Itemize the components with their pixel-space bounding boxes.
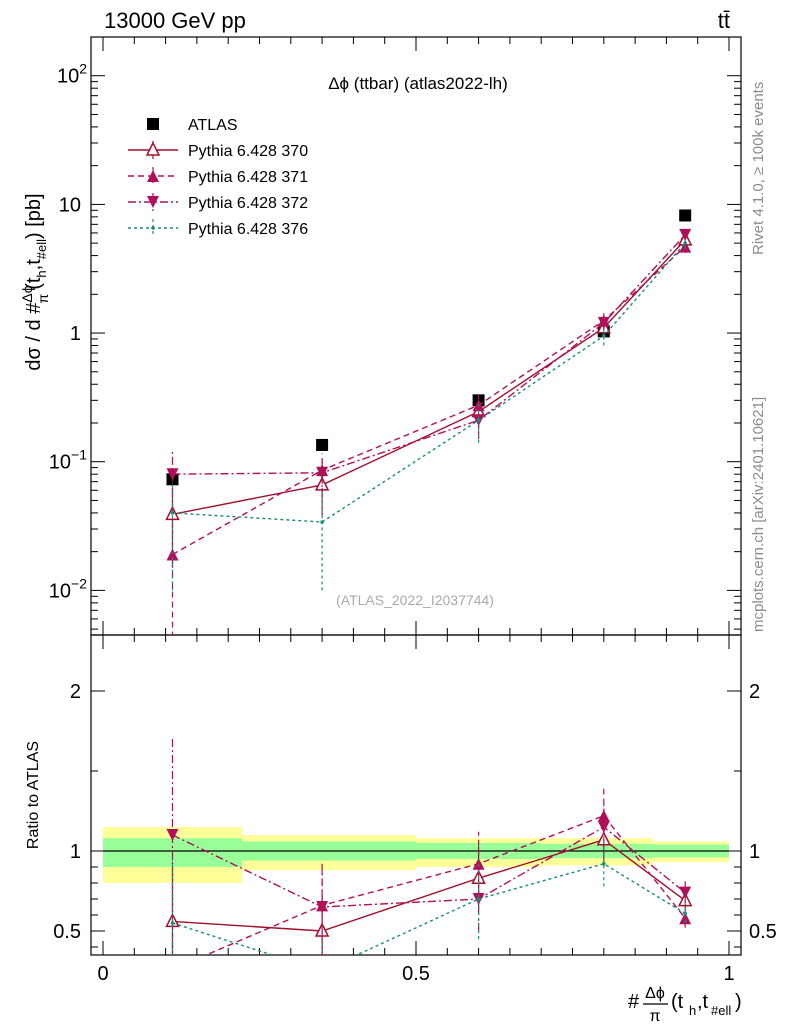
ratio-y-tick-label-right: 0.5 [749, 921, 777, 943]
ratio-y-tick-label-right: 1 [749, 841, 760, 863]
y-axis-label-ratio: Ratio to ATLAS [25, 741, 42, 849]
mcplots-label: mcplots.cern.ch [arXiv:2401.10621] [750, 397, 767, 632]
svg-text:h: h [689, 1003, 696, 1018]
y-tick-label: 102 [57, 61, 87, 88]
y-tick-label: 1 [70, 323, 81, 345]
ratio-data-point [597, 821, 610, 833]
rivet-label: Rivet 4.1.0, ≥ 100k events [750, 82, 767, 255]
energy-label: 13000 GeV pp [104, 8, 246, 33]
legend-item: ATLAS [147, 117, 238, 134]
series-line [172, 234, 686, 475]
data-point [170, 511, 175, 515]
data-point [316, 466, 329, 479]
legend-marker [151, 226, 155, 230]
ratio-data-point [166, 963, 178, 975]
ratio-data-point [320, 969, 324, 973]
ratio-y-tick-label: 1 [70, 841, 81, 863]
ratio-data-point [602, 862, 606, 866]
x-tick-label: 0.5 [402, 963, 430, 985]
y-axis-label-main: dσ / d #Δϕπ(th,t#ell) [pb] [19, 193, 51, 370]
main-data [165, 209, 693, 635]
ratio-data-point [166, 829, 179, 841]
legend: ATLAS Pythia 6.428 370 Pythia 6.428 371 Pyt… [128, 117, 308, 238]
series-pythia-6-428-376 [170, 237, 687, 591]
y-tick-label: 10 [59, 194, 81, 216]
legend-marker [147, 118, 159, 130]
ratio-panel-frame [90, 634, 742, 956]
legend-marker [147, 170, 159, 182]
legend-marker [145, 141, 161, 156]
legend-item: Pythia 6.428 376 [128, 219, 308, 238]
data-point [597, 316, 610, 329]
ratio-data [103, 739, 729, 975]
svg-text:(t: (t [671, 991, 684, 1013]
x-tick-label: 0 [97, 963, 108, 985]
legend-item: Pythia 6.428 372 [128, 193, 308, 212]
svg-text:,t: ,t [697, 991, 709, 1013]
ratio-panel: 0 0.5 1 0.5 0.5 1 1 2 2 [53, 681, 777, 985]
ratio-data-point [476, 897, 481, 901]
series-pythia-6-428-372 [166, 228, 692, 513]
ratio-y-tick-label-right: 2 [749, 681, 760, 703]
legend-item: Pythia 6.428 370 [128, 141, 308, 160]
ratio-y-tick-label: 0.5 [53, 921, 81, 943]
y-tick-label: 10−2 [49, 575, 87, 602]
data-point [320, 520, 324, 524]
ratio-data-point [472, 857, 485, 870]
ratio-data-point [683, 911, 687, 916]
svg-text:π: π [649, 1008, 660, 1024]
x-tick-label: 1 [723, 963, 734, 985]
svg-text:Δϕ: Δϕ [645, 985, 665, 1002]
data-point [166, 468, 179, 481]
legend-item: Pythia 6.428 371 [128, 167, 308, 186]
chart-title: Δϕ (ttbar) (atlas2022-lh) [328, 74, 508, 93]
data-point [602, 334, 606, 338]
ratio-data-point [170, 921, 175, 925]
svg-text:#: # [628, 991, 640, 1013]
ratio-data-point [679, 912, 692, 925]
legend-label: Pythia 6.428 370 [188, 143, 308, 160]
ratio-series-pythia-6-428-376 [170, 841, 687, 973]
svg-text:): ) [735, 991, 742, 1013]
ratio-data-point [679, 886, 692, 899]
ratio-data-point [316, 901, 329, 913]
data-point [476, 418, 481, 423]
legend-marker [147, 196, 159, 208]
series-line [172, 242, 686, 523]
data-point [166, 548, 179, 561]
legend-label: ATLAS [188, 117, 238, 134]
legend-label: Pythia 6.428 372 [188, 195, 308, 212]
main-panel: 10−2 10−1 1 10 102 ATLAS Pythia 6.428 370 Pythi… [49, 36, 741, 955]
series-line [172, 246, 686, 556]
data-point [679, 209, 692, 222]
x-axis-label: # Δϕ π (t h ,t #ell ) [628, 985, 742, 1024]
legend-label: Pythia 6.428 376 [188, 221, 308, 238]
watermark: (ATLAS_2022_I2037744) [336, 592, 494, 608]
process-label: tt̄ [718, 8, 730, 33]
data-point [316, 438, 329, 451]
svg-text:#ell: #ell [711, 1003, 731, 1018]
data-point [679, 228, 692, 241]
y-tick-label: 10−1 [49, 447, 87, 474]
ratio-y-tick-label: 2 [70, 681, 81, 703]
legend-label: Pythia 6.428 371 [188, 169, 308, 186]
series-atlas [166, 209, 692, 486]
data-point [683, 241, 687, 245]
svg-text:dσ / d #Δϕπ(th,t#ell) [pb]: dσ / d #Δϕπ(th,t#ell) [pb] [19, 193, 51, 370]
